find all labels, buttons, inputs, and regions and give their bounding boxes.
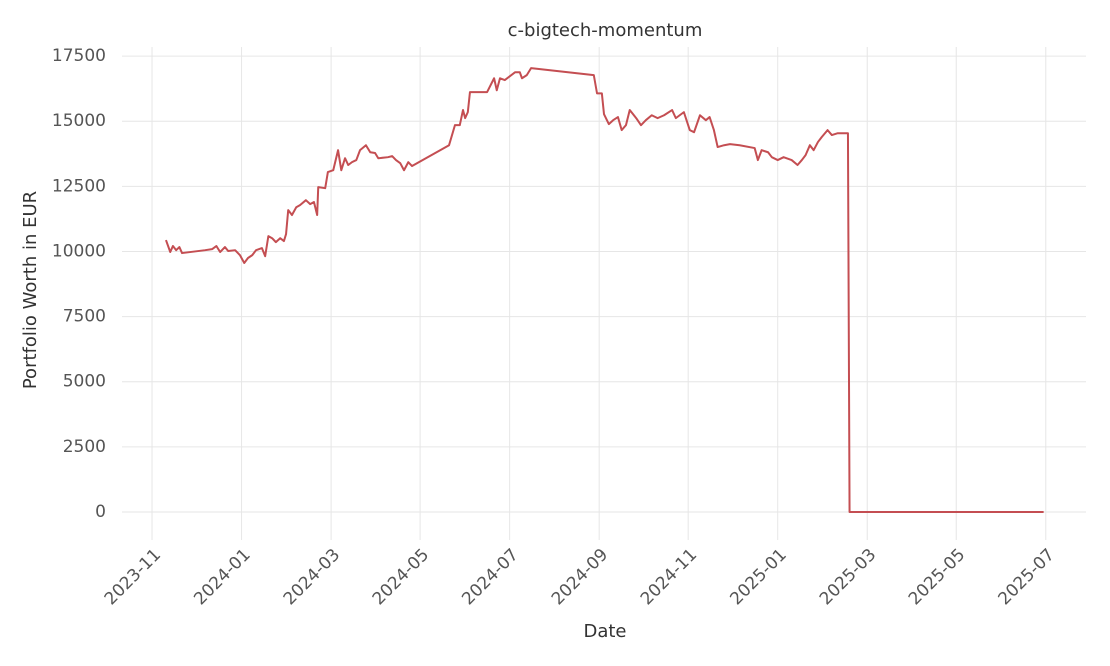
x-tick-label: 2024-01	[190, 545, 254, 609]
x-tick-label: 2025-01	[726, 545, 790, 609]
x-tick-label: 2024-07	[458, 545, 522, 609]
x-tick-label: 2024-05	[369, 545, 433, 609]
y-tick-label: 2500	[63, 437, 106, 457]
x-tick-label: 2023-11	[101, 545, 165, 609]
x-tick-label: 2025-03	[816, 545, 880, 609]
y-tick-label: 15000	[52, 111, 106, 131]
y-tick-label: 0	[95, 502, 106, 522]
x-tick-label: 2025-05	[905, 545, 969, 609]
line-series	[165, 67, 1044, 513]
y-tick-label: 10000	[52, 241, 106, 261]
x-tick-label: 2024-11	[637, 545, 701, 609]
y-tick-label: 12500	[52, 176, 106, 196]
x-tick-label: 2024-09	[548, 545, 612, 609]
y-tick-label: 7500	[63, 307, 106, 327]
x-tick-label: 2024-03	[280, 545, 344, 609]
chart-title: c-bigtech-momentum	[508, 20, 703, 41]
y-tick-label: 5000	[63, 372, 106, 392]
x-axis-label: Date	[583, 621, 626, 642]
x-tick-label: 2025-07	[994, 545, 1058, 609]
y-axis-label: Portfolio Worth in EUR	[20, 191, 41, 389]
y-tick-label: 17500	[52, 46, 106, 66]
